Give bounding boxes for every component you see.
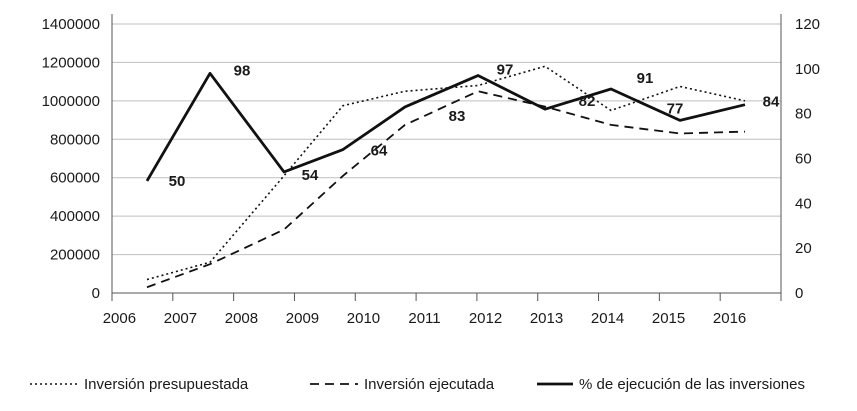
axes: 0 200000 400000 600000 800000 1000000 1200000 1… [42, 14, 820, 327]
y-right-tick-label: 0 [795, 285, 803, 302]
y-left-tick-label: 200000 [50, 247, 100, 264]
data-label: 64 [371, 143, 388, 160]
y-right-tick-label: 120 [795, 16, 820, 33]
legend-label: % de ejecución de las inversiones [579, 376, 805, 393]
x-tick-label: 2013 [530, 310, 563, 327]
data-label: 91 [637, 70, 654, 87]
data-label: 83 [449, 108, 466, 125]
y-right-tick-label: 40 [795, 195, 812, 212]
gridlines [112, 23, 781, 256]
y-left-tick-label: 400000 [50, 208, 100, 225]
data-labels: 50 98 54 64 83 97 82 91 77 84 [169, 62, 780, 190]
x-tick-label: 2007 [164, 310, 197, 327]
data-label: 50 [169, 173, 186, 190]
y-left-tick-label: 1200000 [42, 54, 100, 71]
legend-label: Inversión presupuestada [84, 376, 249, 393]
data-label: 84 [763, 94, 780, 111]
legend: Inversión presupuestada Inversión ejecuta… [30, 376, 805, 393]
x-tick-label: 2014 [591, 310, 624, 327]
series-line-dotted [146, 65, 746, 281]
x-tick-label: 2009 [286, 310, 319, 327]
y-right-tick-label: 20 [795, 240, 812, 257]
y-right-tick-label: 100 [795, 61, 820, 78]
y-right-tick-label: 80 [795, 106, 812, 123]
x-tick-label: 2016 [713, 310, 746, 327]
x-tick-label: 2012 [469, 310, 502, 327]
y-left-tick-label: 1000000 [42, 93, 100, 110]
x-tick-label: 2006 [103, 310, 136, 327]
data-label: 54 [302, 167, 319, 184]
series-lines [145, 65, 746, 289]
series-line-dashed [146, 90, 746, 289]
y-left-tick-label: 800000 [50, 131, 100, 148]
y-left-tick-label: 1400000 [42, 16, 100, 33]
y-left-tick-label: 600000 [50, 170, 100, 187]
y-right-tick-label: 60 [795, 151, 812, 168]
data-label: 77 [667, 100, 684, 117]
data-label: 97 [497, 62, 514, 79]
x-tick-label: 2010 [347, 310, 380, 327]
x-tick-label: 2008 [225, 310, 258, 327]
legend-label: Inversión ejecutada [364, 376, 495, 393]
data-label: 82 [579, 93, 596, 110]
y-left-tick-label: 0 [92, 285, 100, 302]
data-label: 98 [234, 62, 251, 79]
x-tick-label: 2011 [408, 310, 440, 327]
x-tick-label: 2015 [652, 310, 685, 327]
series-line-solid [145, 71, 746, 182]
